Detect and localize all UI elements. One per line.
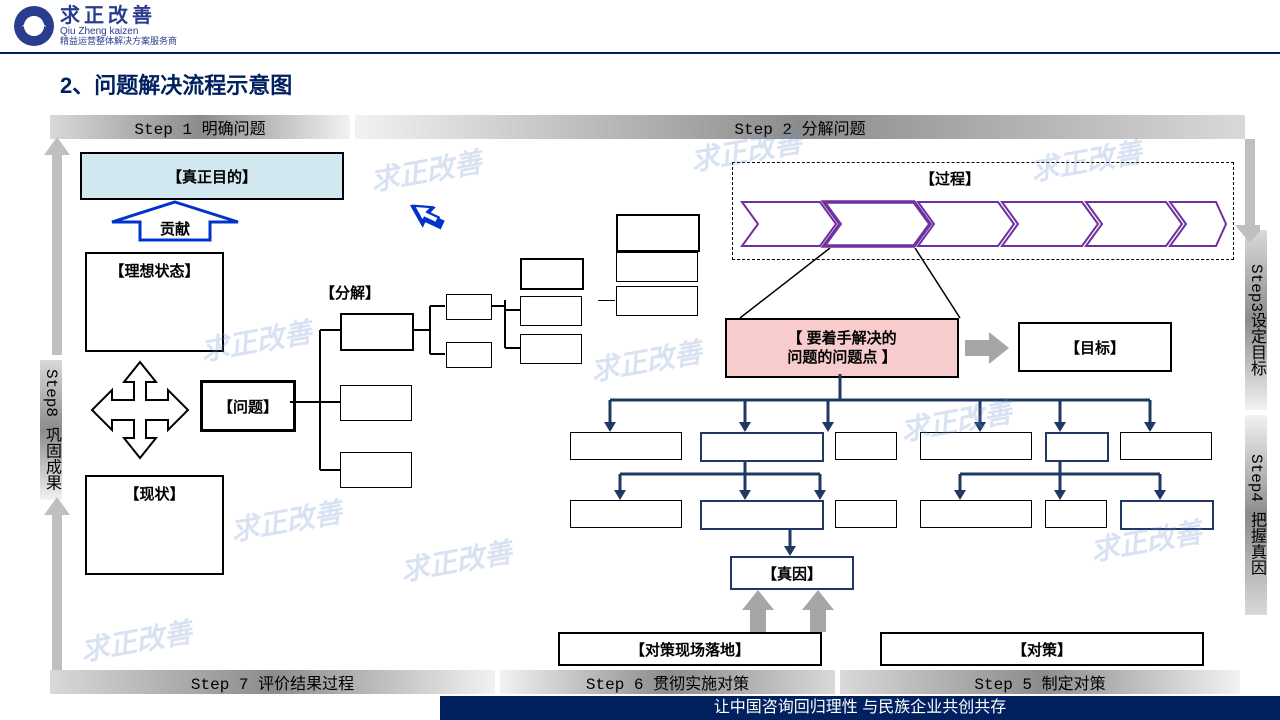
- cause-box: [570, 432, 682, 460]
- chevron-link-icon: [730, 248, 1000, 328]
- cause-box: [835, 432, 897, 460]
- tree-box: [446, 342, 492, 368]
- brand-sub: 精益运营整体解决方案服务商: [60, 37, 177, 47]
- ideal-node: 【理想状态】: [85, 252, 224, 352]
- tree-box: [520, 296, 582, 326]
- cause-box: [1120, 432, 1212, 460]
- current-node: 【现状】: [85, 475, 224, 575]
- cause-box: [1045, 432, 1109, 462]
- cause-box: [920, 432, 1032, 460]
- svg-text:贡献: 贡献: [160, 220, 190, 238]
- to-target-arrow-icon: [963, 330, 1013, 370]
- page-title: 2、问题解决流程示意图: [60, 68, 292, 100]
- tree-box: [520, 258, 584, 290]
- key-point-node: 【 要着手解决的 问题的问题点 】: [725, 318, 959, 378]
- tree-box: [340, 313, 414, 351]
- cause-box: [1045, 500, 1107, 528]
- cause-tree-icon: [560, 374, 1200, 624]
- footer-bar: 让中国咨询回归理性 与民族企业共创共存: [440, 696, 1280, 720]
- counter-field-node: 【对策现场落地】: [558, 632, 822, 666]
- tree-box: [340, 452, 412, 488]
- tree-box: [520, 334, 582, 364]
- process-chevrons-icon: [740, 200, 1230, 250]
- tree-box: [340, 385, 412, 421]
- true-purpose-node: 【真正目的】: [80, 152, 344, 200]
- counter-up-arrows-icon: [740, 588, 850, 636]
- brand-main: 求正改善: [60, 6, 177, 26]
- target-node: 【目标】: [1018, 322, 1172, 372]
- header-rule: [0, 52, 1280, 54]
- cursor-arrow-icon: [410, 190, 450, 234]
- four-dir-arrow-icon: [90, 360, 190, 460]
- cause-box: [835, 500, 897, 528]
- tree-box: [446, 294, 492, 320]
- cause-box: [700, 432, 824, 462]
- true-cause-node: 【真因】: [730, 556, 854, 590]
- tree-box: [616, 214, 700, 252]
- cause-box: [1120, 500, 1214, 530]
- problem-node: 【问题】: [200, 380, 296, 432]
- cause-box: [920, 500, 1032, 528]
- brand-block: 求正改善 Qiu Zheng kaizen 精益运营整体解决方案服务商: [14, 6, 177, 47]
- tree-box: [616, 286, 698, 316]
- cause-box: [570, 500, 682, 528]
- tree-box: [616, 252, 698, 282]
- contribute-arrow-icon: 贡献: [110, 200, 240, 250]
- brand-logo-icon: [14, 6, 54, 46]
- counter-node: 【对策】: [880, 632, 1204, 666]
- process-label: 【过程】: [920, 168, 980, 189]
- cause-box: [700, 500, 824, 530]
